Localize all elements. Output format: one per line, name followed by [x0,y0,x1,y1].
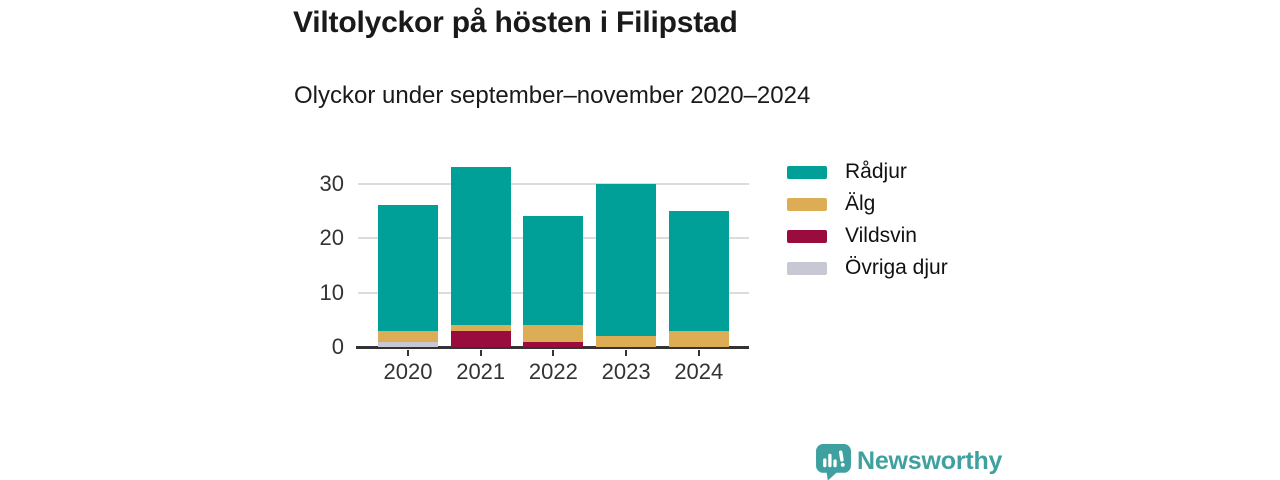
bar-segment-2023-Rådjur [596,183,657,337]
brand-wordmark: Newsworthy [857,447,1003,475]
bar-segment-2022-Vildsvin [523,341,584,347]
x-axis-tick-label: 2022 [528,359,578,384]
legend-item-radjur: Rådjur [787,160,948,184]
gridline-y-30 [358,182,749,185]
bar-segment-2021-Rådjur [450,167,511,326]
x-axis-tick-label: 2024 [674,359,724,384]
bar-chart-plot-area: 0 10 20 30 2020 2021 2022 2023 2024 [320,151,749,384]
bar-segment-2020-Älg [378,330,438,342]
x-axis-tick-label: 2021 [456,359,506,384]
legend-swatch-alg [787,197,827,211]
x-axis-tick [407,350,409,356]
legend-item-ovriga-djur: Övriga djur [787,256,948,280]
x-axis-tick-label: 2020 [383,359,433,384]
bar-segment-2021-Vildsvin [450,330,511,347]
bar-segment-2022-Rådjur [523,216,584,326]
legend-swatch-vildsvin [787,229,827,243]
y-axis-tick-label: 30 [319,170,344,196]
legend-swatch-ovriga-djur [787,261,827,275]
chart-subtitle: Olyckor under september–november 2020–20… [294,82,811,109]
bar-segment-2024-Älg [668,330,729,347]
legend-item-alg: Älg [787,192,948,216]
legend-item-vildsvin: Vildsvin [787,224,948,248]
x-axis-tick [479,350,482,356]
bar-segment-2023-Älg [596,336,657,347]
bar-segment-2020-Övriga djur [378,341,438,347]
bar-segment-2024-Rådjur [668,210,729,331]
x-axis-tick [625,350,628,356]
newsworthy-logo-icon [816,444,851,480]
legend-swatch-radjur [787,165,827,179]
x-axis-tick [697,350,700,356]
chart-title: Viltolyckor på hösten i Filipstad [293,6,738,39]
x-axis-tick-label: 2023 [601,359,651,384]
y-axis-tick-label: 20 [319,225,344,250]
x-axis-line [356,346,749,349]
legend-label: Rådjur [845,160,907,183]
bar-segment-2022-Älg [523,325,584,342]
legend-label: Vildsvin [845,224,917,247]
chart-legend: Rådjur Älg Vildsvin Övriga djur [787,160,948,280]
x-axis-tick [552,350,555,356]
bar-segment-2020-Rådjur [378,205,438,331]
legend-label: Övriga djur [845,256,948,279]
brand-footer: Newsworthy [815,443,1002,480]
y-axis-tick-label: 0 [331,334,344,359]
legend-label: Älg [845,192,876,215]
y-axis-tick-label: 10 [319,279,344,305]
bar-segment-2021-Älg [450,325,511,331]
